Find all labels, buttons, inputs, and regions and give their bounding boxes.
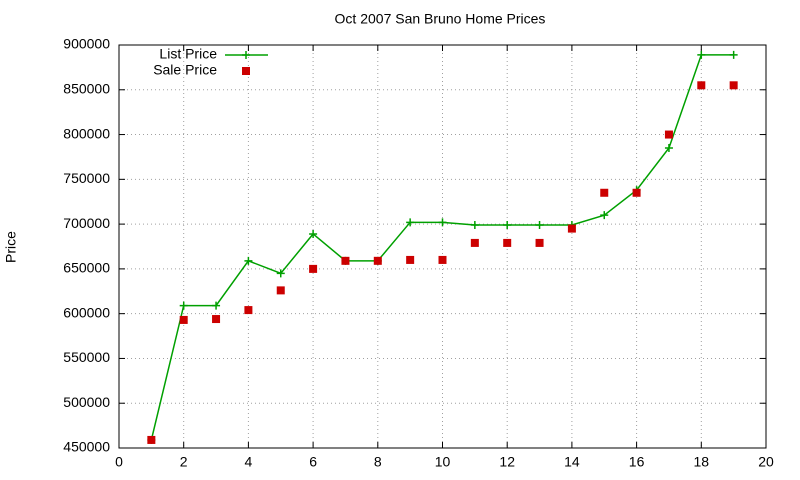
point-marker [535, 238, 544, 247]
point-marker [632, 188, 641, 197]
point-marker [406, 218, 415, 227]
point-marker [212, 301, 221, 310]
point-marker [697, 81, 706, 90]
x-tick-label: 2 [180, 454, 188, 470]
x-tick-label: 18 [694, 454, 710, 470]
y-tick-label: 700000 [63, 215, 110, 231]
point-marker [664, 143, 673, 152]
y-tick-label: 900000 [63, 36, 110, 52]
point-marker [470, 238, 479, 247]
point-marker [535, 221, 544, 230]
point-marker [503, 238, 512, 247]
legend-swatch [242, 51, 250, 59]
point-marker [244, 306, 253, 315]
point-marker [212, 315, 221, 324]
y-tick-label: 650000 [63, 260, 110, 276]
y-axis-label: Price [3, 231, 19, 263]
chart-title: Oct 2007 San Bruno Home Prices [335, 11, 546, 27]
point-marker [276, 269, 285, 278]
series-line [150, 54, 734, 441]
point-marker [244, 256, 253, 265]
x-tick-label: 20 [758, 454, 774, 470]
point-marker [406, 255, 415, 264]
point-marker [470, 221, 479, 230]
y-tick-label: 600000 [63, 304, 110, 320]
x-tick-label: 8 [374, 454, 382, 470]
x-tick-label: 6 [309, 454, 317, 470]
x-tick-label: 14 [564, 454, 580, 470]
point-marker [600, 211, 609, 220]
point-marker [567, 224, 576, 233]
x-tick-label: 0 [115, 454, 123, 470]
legend-swatch [242, 67, 250, 75]
x-tick-label: 10 [435, 454, 451, 470]
y-tick-label: 550000 [63, 349, 110, 365]
point-marker [664, 130, 673, 139]
x-tick-label: 16 [629, 454, 645, 470]
point-marker [729, 81, 738, 90]
y-tick-label: 450000 [63, 439, 110, 455]
point-marker [503, 221, 512, 230]
y-tick-label: 500000 [63, 394, 110, 410]
point-marker [373, 256, 382, 265]
point-marker [309, 229, 318, 238]
point-marker [179, 315, 188, 324]
legend-label: List Price [159, 46, 217, 62]
point-marker [179, 301, 188, 310]
y-tick-label: 850000 [63, 80, 110, 96]
point-marker [341, 256, 350, 265]
point-marker [600, 188, 609, 197]
point-marker [276, 286, 285, 295]
plot-border [118, 44, 767, 449]
x-tick-label: 4 [245, 454, 253, 470]
legend-label: Sale Price [153, 62, 217, 78]
point-marker [438, 218, 447, 227]
point-marker [729, 50, 738, 59]
point-marker [147, 435, 156, 444]
y-tick-label: 800000 [63, 125, 110, 141]
y-tick-label: 750000 [63, 170, 110, 186]
point-marker [697, 50, 706, 59]
point-marker [309, 264, 318, 273]
x-tick-label: 12 [499, 454, 515, 470]
point-marker [438, 255, 447, 264]
